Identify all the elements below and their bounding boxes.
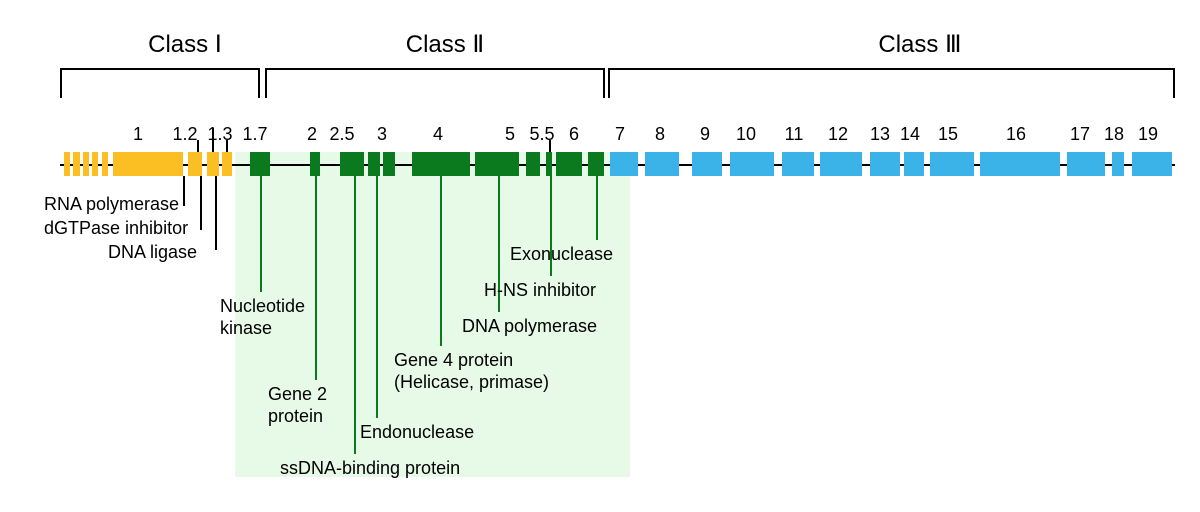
class-label-2: Class Ⅱ: [365, 30, 525, 59]
gene-c2-2: [340, 152, 364, 176]
anno-text-c2-6: H-NS inhibitor: [484, 280, 596, 302]
gene-c3-4: [782, 152, 814, 176]
class-label-1: Class Ⅰ: [105, 30, 265, 59]
anno-line-c1-2: [215, 176, 217, 250]
gene-c3-1: [645, 152, 679, 176]
anno-line-c2-3: [376, 176, 378, 418]
gene-c1-0: [64, 152, 70, 176]
gene-c3-10: [1067, 152, 1105, 176]
gene-number-1: 1: [118, 124, 158, 145]
anno-line-c1-1: [200, 176, 202, 230]
gene-number-1.7: 1.7: [235, 124, 275, 145]
gene-c2-4: [383, 152, 395, 176]
gene-number-10: 10: [726, 124, 766, 145]
class-label-3: Class Ⅲ: [840, 30, 1000, 59]
anno-text-c2-4: Gene 4 protein(Helicase, primase): [394, 350, 549, 393]
gene-c1-7: [207, 152, 219, 176]
anno-line-c1-0: [183, 176, 185, 206]
anno-line-c2-1: [315, 176, 317, 380]
gene-c2-10: [588, 152, 604, 176]
gene-c2-9: [556, 152, 582, 176]
class-bracket-3: [608, 68, 1175, 70]
anno-text-c2-5: DNA polymerase: [462, 316, 597, 338]
anno-line-c2-0: [260, 176, 262, 292]
anno-text-c2-1: Gene 2protein: [268, 384, 327, 427]
gene-number-14: 14: [890, 124, 930, 145]
gene-c2-0: [250, 152, 270, 176]
anno-text-c2-7: Exonuclease: [510, 244, 613, 266]
gene-number-16: 16: [996, 124, 1036, 145]
gene-c3-8: [930, 152, 974, 176]
gene-c3-3: [730, 152, 774, 176]
gene-c3-5: [820, 152, 862, 176]
anno-text-c2-3: Endonuclease: [360, 422, 474, 444]
gene-c1-2: [83, 152, 89, 176]
anno-text-c2-0: Nucleotidekinase: [220, 296, 305, 339]
gene-c2-6: [475, 152, 519, 176]
gene-number-7: 7: [600, 124, 640, 145]
anno-text-c1-0: RNA polymerase: [44, 194, 179, 216]
gene-c1-3: [92, 152, 98, 176]
gene-number-8: 8: [640, 124, 680, 145]
gene-number-9: 9: [685, 124, 725, 145]
gene-c2-5: [412, 152, 470, 176]
gene-c3-12: [1132, 152, 1172, 176]
gene-c2-3: [368, 152, 380, 176]
gene-c1-6: [188, 152, 202, 176]
gene-c3-2: [692, 152, 722, 176]
anno-line-c2-4: [440, 176, 442, 346]
gene-number-19: 19: [1128, 124, 1168, 145]
gene-c3-11: [1112, 152, 1124, 176]
gene-number-12: 12: [818, 124, 858, 145]
gene-c3-9: [980, 152, 1060, 176]
anno-line-c2-2: [354, 176, 356, 454]
anno-text-c1-1: dGTPase inhibitor: [44, 218, 188, 240]
tick-2: [226, 140, 228, 152]
tick-1: [212, 128, 214, 152]
gene-c3-0: [610, 152, 638, 176]
class-bracket-2: [265, 68, 605, 70]
gene-c1-8: [222, 152, 232, 176]
gene-c1-5: [113, 152, 183, 176]
gene-number-3: 3: [362, 124, 402, 145]
gene-number-15: 15: [928, 124, 968, 145]
gene-c1-1: [73, 152, 80, 176]
gene-c3-6: [870, 152, 900, 176]
anno-line-c2-7: [596, 176, 598, 240]
class-bracket-1: [60, 68, 260, 70]
gene-c2-8: [546, 152, 552, 176]
gene-c2-7: [526, 152, 540, 176]
gene-c1-4: [102, 152, 108, 176]
gene-number-11: 11: [774, 124, 814, 145]
tick-0: [197, 140, 199, 152]
gene-number-6: 6: [554, 124, 594, 145]
anno-text-c2-2: ssDNA-binding protein: [280, 458, 460, 480]
gene-number-2.5: 2.5: [322, 124, 362, 145]
gene-c3-7: [904, 152, 924, 176]
gene-c2-1: [310, 152, 320, 176]
gene-number-1.2: 1.2: [165, 124, 205, 145]
gene-number-1.3: 1.3: [200, 124, 240, 145]
tick-3: [549, 140, 551, 152]
anno-text-c1-2: DNA ligase: [108, 242, 197, 264]
gene-number-4: 4: [418, 124, 458, 145]
